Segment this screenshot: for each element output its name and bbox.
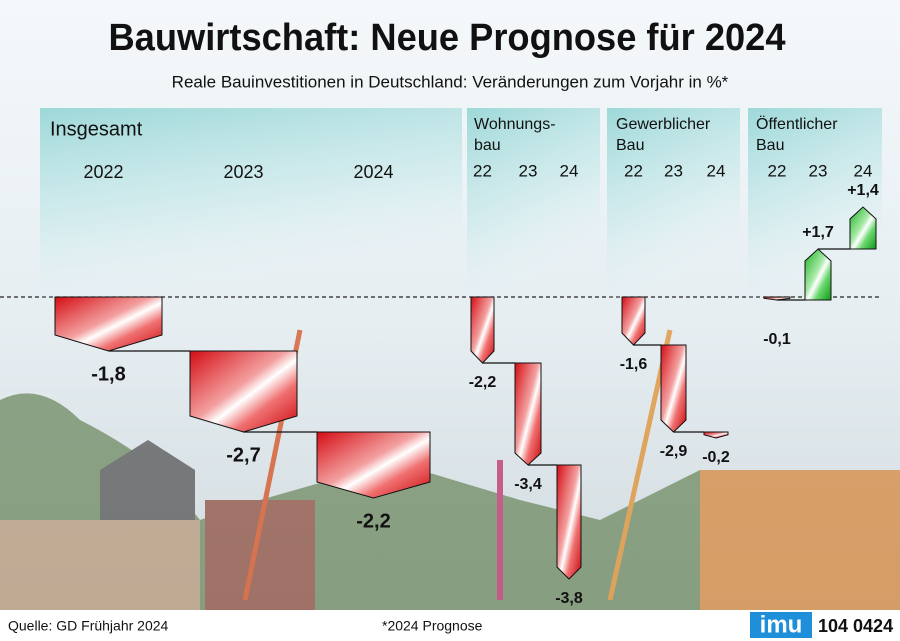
bar bbox=[804, 248, 832, 301]
x-tick-label: 23 bbox=[809, 161, 828, 180]
bar bbox=[189, 350, 298, 433]
panel-title: Bau bbox=[756, 137, 784, 154]
panel-title: Gewerblicher bbox=[616, 116, 711, 133]
bar bbox=[763, 296, 791, 301]
panel-title: Öffentlicher bbox=[756, 115, 838, 133]
value-label: -1,8 bbox=[91, 363, 125, 385]
chart-subtitle: Reale Bauinvestitionen in Deutschland: V… bbox=[172, 72, 729, 91]
x-tick-label: 22 bbox=[624, 161, 643, 180]
x-tick-label: 22 bbox=[473, 161, 492, 180]
value-label: -0,1 bbox=[763, 331, 791, 348]
bar bbox=[660, 344, 687, 433]
bar bbox=[470, 296, 495, 364]
x-tick-label: 2024 bbox=[353, 162, 393, 182]
panel-title: Wohnungs- bbox=[474, 116, 556, 133]
background-scene bbox=[0, 329, 900, 610]
bar bbox=[316, 431, 431, 499]
value-label: +1,4 bbox=[847, 182, 879, 199]
panel-background bbox=[467, 108, 600, 298]
value-label: -2,2 bbox=[469, 374, 497, 391]
x-tick-label: 23 bbox=[664, 161, 683, 180]
value-label: -1,6 bbox=[620, 356, 648, 373]
x-tick-label: 23 bbox=[519, 161, 538, 180]
x-tick-label: 22 bbox=[768, 161, 787, 180]
panel-background bbox=[607, 108, 740, 298]
value-label: -0,2 bbox=[702, 449, 730, 466]
panel-title: bau bbox=[474, 137, 501, 154]
x-tick-label: 24 bbox=[707, 161, 726, 180]
bar bbox=[703, 431, 729, 439]
chart-title: Bauwirtschaft: Neue Prognose für 2024 bbox=[109, 17, 786, 59]
panel-background bbox=[40, 108, 462, 298]
bar bbox=[849, 206, 877, 250]
value-label: -3,8 bbox=[555, 590, 583, 607]
footnote: *2024 Prognose bbox=[382, 618, 483, 634]
source: Quelle: GD Frühjahr 2024 bbox=[8, 618, 169, 634]
x-tick-label: 2022 bbox=[83, 162, 123, 182]
x-tick-label: 2023 bbox=[223, 162, 263, 182]
logo-box bbox=[750, 612, 812, 638]
logo: imu bbox=[760, 611, 803, 638]
bar bbox=[54, 296, 163, 352]
value-label: -2,9 bbox=[660, 443, 688, 460]
value-label: +1,7 bbox=[802, 224, 834, 241]
panel-title: Insgesamt bbox=[50, 118, 143, 140]
x-tick-label: 24 bbox=[854, 161, 873, 180]
bar bbox=[621, 296, 646, 346]
code: 104 0424 bbox=[818, 616, 893, 636]
bar bbox=[556, 464, 582, 580]
value-label: -3,4 bbox=[514, 476, 542, 493]
bar bbox=[514, 362, 542, 466]
value-label: -2,7 bbox=[226, 444, 260, 466]
x-tick-label: 24 bbox=[560, 161, 579, 180]
panel-title: Bau bbox=[616, 137, 644, 154]
value-label: -2,2 bbox=[356, 510, 390, 532]
